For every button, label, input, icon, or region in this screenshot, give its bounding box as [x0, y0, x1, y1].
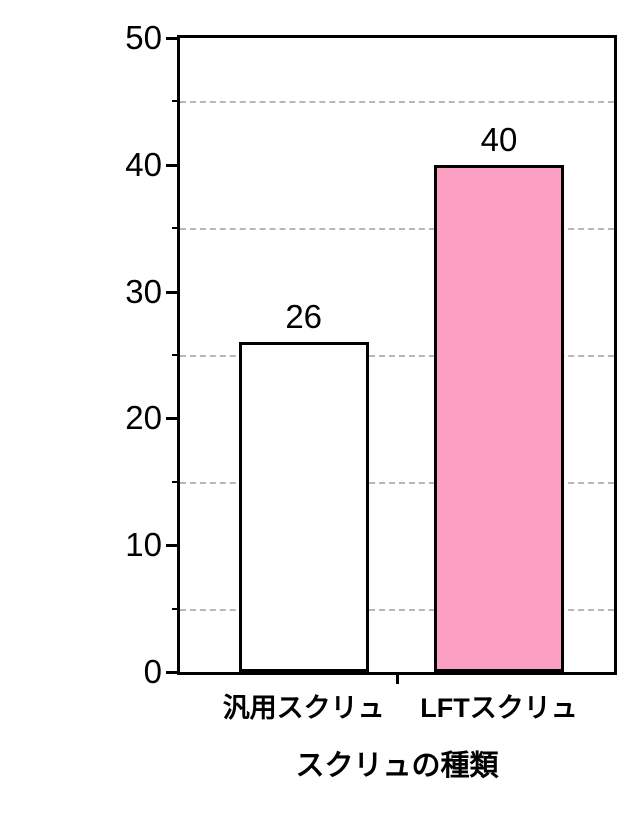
ytick-label: 20 — [125, 399, 162, 437]
ytick-minor — [172, 100, 180, 102]
xtick — [396, 672, 399, 684]
bar — [434, 165, 564, 672]
ytick-minor — [172, 608, 180, 610]
ytick-major — [166, 291, 180, 294]
chart-plot-area: シャルピー衝撃強度（KJ/cm2） スクリュの種類 0102030405026汎… — [177, 35, 617, 675]
ytick-label: 10 — [125, 526, 162, 564]
ytick-major — [166, 671, 180, 674]
ytick-major — [166, 37, 180, 40]
category-label: LFTスクリュ — [420, 686, 577, 725]
ytick-label: 0 — [144, 653, 162, 691]
ytick-minor — [172, 481, 180, 483]
ytick-label: 40 — [125, 146, 162, 184]
gridline-minor — [180, 101, 614, 103]
ytick-label: 30 — [125, 273, 162, 311]
ytick-major — [166, 417, 180, 420]
page: シャルピー衝撃強度（KJ/cm2） スクリュの種類 0102030405026汎… — [0, 0, 640, 839]
bar-value-label: 40 — [481, 121, 518, 159]
ytick-minor — [172, 227, 180, 229]
ytick-minor — [172, 354, 180, 356]
ytick-major — [166, 164, 180, 167]
ytick-major — [166, 544, 180, 547]
category-label: 汎用スクリュ — [223, 686, 385, 725]
x-axis-label: スクリュの種類 — [295, 742, 498, 784]
ytick-label: 50 — [125, 19, 162, 57]
bar — [239, 342, 369, 672]
bar-value-label: 26 — [285, 298, 322, 336]
